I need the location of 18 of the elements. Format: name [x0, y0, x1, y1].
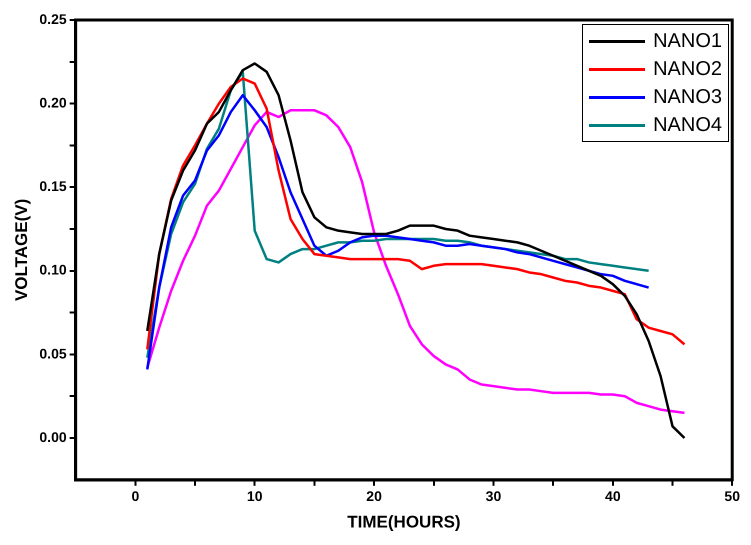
y-tick-label: 0.20	[39, 94, 67, 110]
x-axis-title: TIME(HOURS)	[347, 512, 461, 532]
y-axis-title: VOLTAGE(V)	[12, 198, 31, 302]
legend-label: NANO2	[653, 58, 722, 80]
x-tick-label: 10	[246, 488, 263, 504]
y-tick-label: 0.00	[39, 428, 67, 445]
x-tick-label: 20	[366, 488, 382, 504]
y-tick-label: 0.15	[39, 178, 67, 194]
x-tick-label: 40	[605, 488, 621, 504]
y-tick-label: 0.05	[39, 345, 67, 362]
y-tick-label: 0.10	[39, 262, 67, 278]
y-tick-label: 0.25	[39, 10, 67, 27]
legend-label: NANO4	[653, 114, 722, 136]
legend-label: NANO3	[653, 86, 722, 108]
x-tick-label: 30	[486, 488, 502, 504]
x-tick-label: 0	[131, 488, 140, 504]
legend-label: NANO1	[653, 30, 722, 52]
x-tick-label: 50	[724, 488, 740, 504]
